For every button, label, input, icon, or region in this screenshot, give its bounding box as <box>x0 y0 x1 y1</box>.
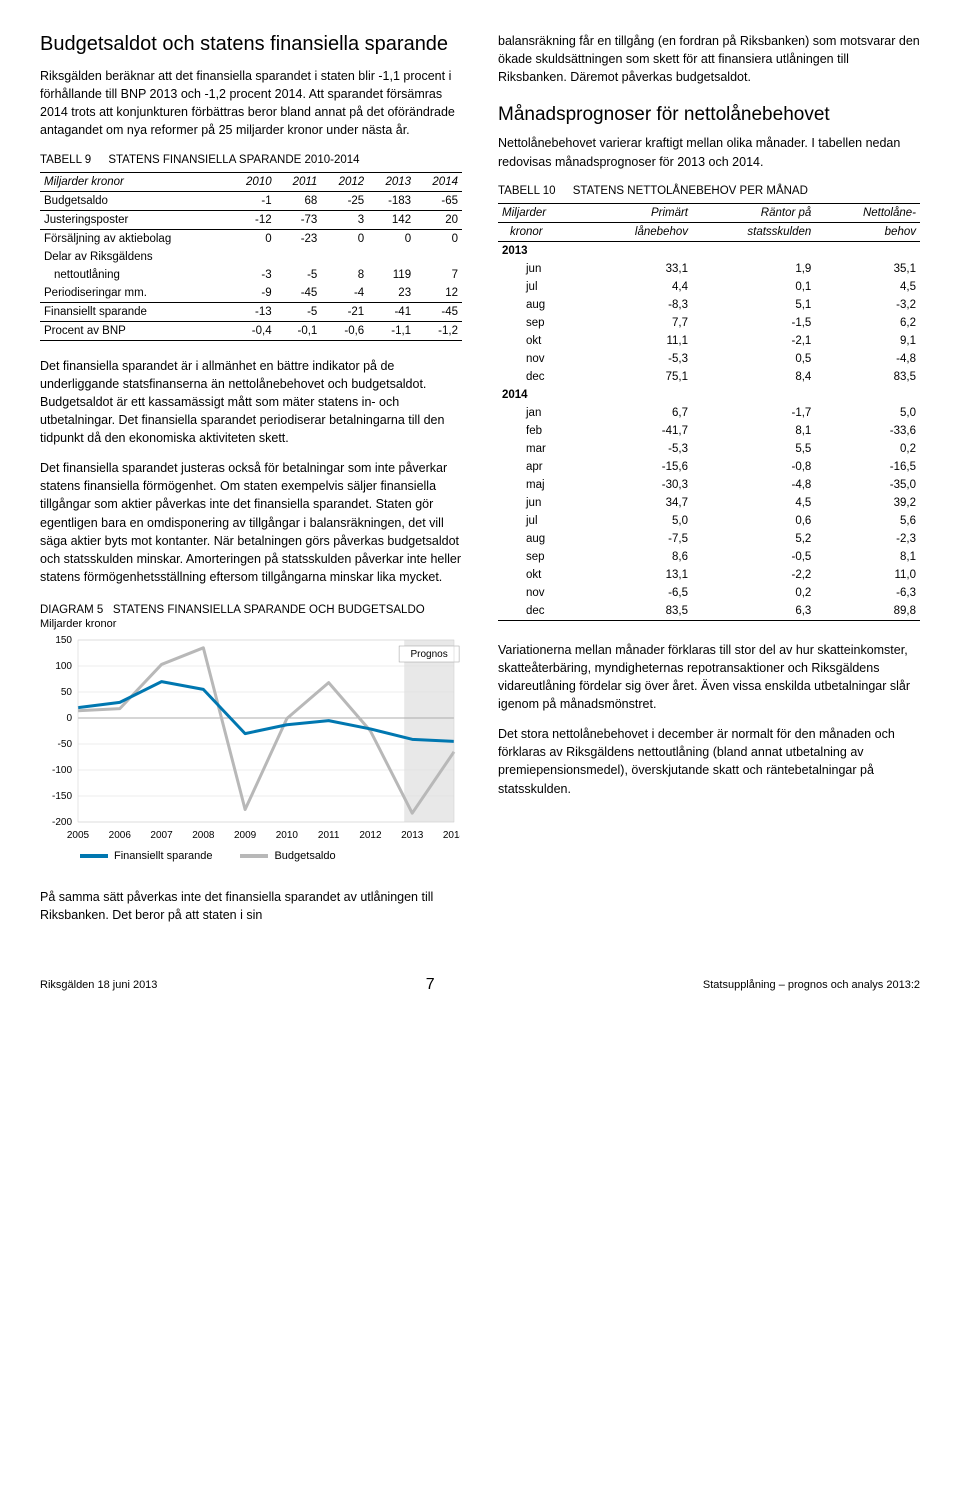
table-row: Delar av Riksgäldens <box>40 248 462 266</box>
right-p2: Nettolånebehovet varierar kraftigt mella… <box>498 134 920 170</box>
chart-legend: Finansiellt sparande Budgetsaldo <box>80 850 462 862</box>
svg-text:2010: 2010 <box>276 830 299 841</box>
table9-label: TABELL 9 <box>40 154 91 166</box>
svg-text:2008: 2008 <box>192 830 215 841</box>
table-row: jul4,40,14,5 <box>498 278 920 296</box>
left-p3: Det finansiella sparandet justeras också… <box>40 459 462 586</box>
table10-head2: kronor lånebehov statsskulden behov <box>498 222 920 241</box>
table-year-row: 2014 <box>498 386 920 404</box>
svg-text:2013: 2013 <box>401 830 424 841</box>
table-row: nov-6,50,2-6,3 <box>498 584 920 602</box>
table-row: jun34,74,539,2 <box>498 494 920 512</box>
table-row: Budgetsaldo-168-25-183-65 <box>40 191 462 210</box>
svg-text:50: 50 <box>61 687 73 698</box>
chart-title: STATENS FINANSIELLA SPARANDE OCH BUDGETS… <box>113 604 425 616</box>
svg-text:2014: 2014 <box>443 830 460 841</box>
footer-right: Statsupplåning – prognos och analys 2013… <box>703 979 920 991</box>
svg-text:2005: 2005 <box>67 830 90 841</box>
table9-unit: Miljarder kronor <box>40 172 229 191</box>
table-row: dec83,56,389,8 <box>498 602 920 621</box>
table-row: nov-5,30,5-4,8 <box>498 350 920 368</box>
svg-text:-150: -150 <box>52 791 72 802</box>
right-column: balansräkning får en tillgång (en fordra… <box>498 32 920 936</box>
table-row: okt13,1-2,211,0 <box>498 566 920 584</box>
table10-title: STATENS NETTOLÅNEBEHOV PER MÅNAD <box>573 185 808 197</box>
table-row: feb-41,78,1-33,6 <box>498 422 920 440</box>
table-row: maj-30,3-4,8-35,0 <box>498 476 920 494</box>
table9-head: Miljarder kronor 2010 2011 2012 2013 201… <box>40 172 462 191</box>
table-row: nettoutlåning-3-581197 <box>40 266 462 284</box>
legend-finans: Finansiellt sparande <box>80 850 212 862</box>
svg-text:100: 100 <box>55 661 72 672</box>
right-subtitle: Månadsprognoser för nettolånebehovet <box>498 104 920 126</box>
svg-text:-200: -200 <box>52 817 72 828</box>
table10-caption: TABELL 10 STATENS NETTOLÅNEBEHOV PER MÅN… <box>498 185 920 197</box>
left-p4: På samma sätt påverkas inte det finansie… <box>40 888 462 924</box>
table-row: Justeringsposter-12-73314220 <box>40 210 462 229</box>
table-row: dec75,18,483,5 <box>498 368 920 386</box>
table-row: Procent av BNP-0,4-0,1-0,6-1,1-1,2 <box>40 321 462 340</box>
table9: Miljarder kronor 2010 2011 2012 2013 201… <box>40 172 462 341</box>
svg-text:-50: -50 <box>58 739 73 750</box>
left-p1: Riksgälden beräknar att det finansiella … <box>40 67 462 140</box>
table-row: Försäljning av aktiebolag0-23000 <box>40 229 462 248</box>
right-p4: Det stora nettolånebehovet i december är… <box>498 725 920 798</box>
table-row: Finansiellt sparande-13-5-21-41-45 <box>40 302 462 321</box>
chart-unit: Miljarder kronor <box>40 618 462 630</box>
table-row: aug-7,55,2-2,3 <box>498 530 920 548</box>
svg-text:2009: 2009 <box>234 830 257 841</box>
svg-text:2007: 2007 <box>150 830 173 841</box>
footer-page: 7 <box>426 976 435 994</box>
svg-text:2011: 2011 <box>318 830 340 841</box>
legend-budget: Budgetsaldo <box>240 850 335 862</box>
svg-text:2012: 2012 <box>359 830 382 841</box>
footer-left: Riksgälden 18 juni 2013 <box>40 979 157 991</box>
left-title: Budgetsaldot och statens finansiella spa… <box>40 32 462 57</box>
swatch-budget <box>240 854 268 858</box>
page-footer: Riksgälden 18 juni 2013 7 Statsupplåning… <box>40 976 920 994</box>
table-row: sep8,6-0,58,1 <box>498 548 920 566</box>
table-row: jun33,11,935,1 <box>498 260 920 278</box>
left-column: Budgetsaldot och statens finansiella spa… <box>40 32 462 936</box>
svg-text:-100: -100 <box>52 765 72 776</box>
table-row: aug-8,35,1-3,2 <box>498 296 920 314</box>
table9-title: STATENS FINANSIELLA SPARANDE 2010-2014 <box>108 154 359 166</box>
table-row: apr-15,6-0,8-16,5 <box>498 458 920 476</box>
content-columns: Budgetsaldot och statens finansiella spa… <box>40 32 920 936</box>
chart-caption: DIAGRAM 5 STATENS FINANSIELLA SPARANDE O… <box>40 604 462 616</box>
table10: Miljarder Primärt Räntor på Nettolåne- k… <box>498 203 920 621</box>
table-row: jan6,7-1,75,0 <box>498 404 920 422</box>
svg-text:0: 0 <box>66 713 72 724</box>
table10-label: TABELL 10 <box>498 185 556 197</box>
table-row: jul5,00,65,6 <box>498 512 920 530</box>
table-row: mar-5,35,50,2 <box>498 440 920 458</box>
chart-label: DIAGRAM 5 <box>40 604 103 616</box>
svg-text:2006: 2006 <box>109 830 132 841</box>
right-p1: balansräkning får en tillgång (en fordra… <box>498 32 920 86</box>
table-row: sep7,7-1,56,2 <box>498 314 920 332</box>
table-year-row: 2013 <box>498 241 920 260</box>
swatch-finans <box>80 854 108 858</box>
table9-caption: TABELL 9 STATENS FINANSIELLA SPARANDE 20… <box>40 154 462 166</box>
svg-text:150: 150 <box>55 635 72 646</box>
left-p2: Det finansiella sparandet är i allmänhet… <box>40 357 462 448</box>
chart-svg: Prognos -200 -150 -100 -50 0 50 100 150 2005 2006 2… <box>40 634 460 844</box>
table-row: okt11,1-2,19,1 <box>498 332 920 350</box>
table10-head1: Miljarder Primärt Räntor på Nettolåne- <box>498 203 920 222</box>
table-row: Periodiseringar mm.-9-45-42312 <box>40 284 462 303</box>
right-p3: Variationerna mellan månader förklaras t… <box>498 641 920 714</box>
svg-text:Prognos: Prognos <box>410 649 447 660</box>
